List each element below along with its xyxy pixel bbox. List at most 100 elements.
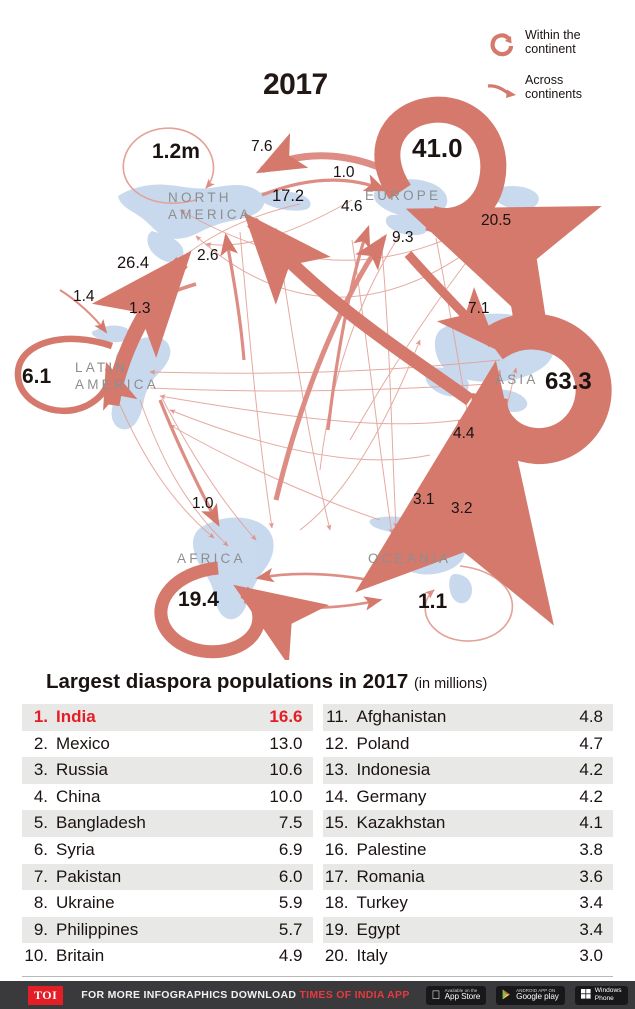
row-rank: 1.	[33, 707, 48, 726]
table-row: 17. Romania 3.6	[322, 863, 613, 891]
row-rank: 9.	[33, 919, 48, 939]
row-country: Bangladesh	[56, 813, 146, 833]
continent-label-north-america: NORTH AMERICA	[168, 190, 252, 222]
year-title: 2017	[263, 68, 328, 101]
flow-label-oceania-to-asia: 4.4	[453, 425, 475, 442]
rank-column-right: 11. Afghanistan 4.8 12. Poland 4.7 13. I…	[322, 704, 614, 970]
flow-label-asia-to-north-america: 17.2	[272, 187, 305, 205]
badge-small-text: ANDROID APP ON	[507, 987, 555, 993]
table-row: 11. Afghanistan 4.8	[322, 704, 613, 731]
row-country: India	[56, 707, 96, 726]
row-country: Indonesia	[356, 760, 431, 780]
flow-label-europe-to-asia: 7.1	[468, 300, 490, 317]
play-icon	[502, 988, 512, 1002]
legend: Within the continent Across continents	[487, 28, 635, 114]
table-row: 2. Mexico 13.0	[22, 731, 313, 758]
table-row: 13. Indonesia 4.2	[322, 757, 613, 784]
badge-big-text: Google play	[507, 992, 559, 1002]
diaspora-table-section: Largest diaspora populations in 2017 (in…	[0, 660, 635, 975]
row-rank: 5.	[33, 813, 48, 833]
row-country: Germany	[356, 786, 427, 806]
flow-label-asia-to-europe: 20.5	[481, 212, 512, 229]
flow-arrows-svg	[14, 96, 612, 660]
flow-label-north-america-to-latin-1-3: 1.3	[129, 300, 151, 317]
legend-item-within-continent: Within the continent	[487, 28, 635, 65]
row-country: Britain	[56, 946, 105, 966]
row-rank: 8.	[33, 893, 48, 913]
row-country: Romania	[356, 866, 425, 886]
app-store-badge[interactable]:  Available on the App Store	[425, 985, 487, 1005]
row-value: 4.8	[579, 707, 603, 726]
row-rank: 10.	[24, 946, 48, 966]
row-country: China	[56, 786, 101, 806]
legend-line1: Across	[525, 73, 564, 87]
row-rank: 15.	[324, 813, 349, 833]
flow-label-latin-to-africa: 1.0	[192, 495, 214, 512]
table-row: 19. Egypt 3.4	[322, 916, 613, 944]
footer-promo-text: FOR MORE INFOGRAPHICS DOWNLOAD TIMES OF …	[81, 989, 409, 1001]
row-rank: 11.	[326, 707, 349, 726]
legend-label-within-continent: Within the continent	[525, 28, 581, 56]
row-value: 3.4	[579, 893, 603, 913]
continent-label-latin-america: LATIN AMERICA	[75, 360, 159, 392]
row-value: 7.5	[278, 813, 303, 833]
row-country: Mexico	[56, 733, 110, 753]
row-value: 3.6	[579, 866, 603, 886]
legend-item-across-continents: Across continents	[487, 73, 635, 106]
loop-europe	[374, 96, 602, 342]
google-play-badge[interactable]: ANDROID APP ON Google play	[496, 985, 565, 1005]
table-row: 5. Bangladesh 7.5	[22, 810, 313, 837]
curved-arrow-icon	[487, 73, 525, 106]
continent-label-line2: AMERICA	[75, 377, 159, 392]
flow-label-africa-to-north-america: 2.6	[197, 247, 219, 264]
row-value: 5.7	[278, 919, 303, 939]
flow-label-asia-to-oceania-3-1: 3.1	[413, 491, 435, 508]
apple-icon: 	[432, 989, 441, 1001]
table-row: 20. Italy 3.0	[323, 943, 614, 970]
row-value: 16.6	[269, 707, 303, 726]
row-rank: 12.	[324, 733, 349, 753]
row-value: 4.7	[579, 733, 603, 753]
loop-asia	[355, 313, 612, 626]
row-value: 3.4	[579, 919, 603, 939]
table-row: 1. India 16.6	[22, 704, 313, 731]
row-value: 3.8	[579, 839, 603, 859]
table-row: 14. Germany 4.2	[323, 784, 614, 811]
row-rank: 2.	[33, 733, 48, 753]
total-north-america: 1.2m	[152, 140, 200, 163]
row-country: Philippines	[56, 919, 139, 939]
store-badges:  Available on the App Store ANDROID APP…	[425, 985, 628, 1005]
continent-label-line1: NORTH	[168, 190, 232, 205]
row-rank: 13.	[324, 760, 349, 780]
row-rank: 3.	[33, 760, 48, 780]
total-europe: 41.0	[412, 133, 463, 163]
loop-north-america	[122, 127, 215, 204]
flow-label-latin-to-north-america: 26.4	[117, 254, 150, 272]
row-country: Palestine	[356, 839, 427, 859]
row-country: Turkey	[356, 893, 408, 913]
flow-label-africa-to-europe-4-6: 4.6	[341, 198, 363, 215]
circular-arrow-icon	[487, 28, 525, 65]
row-value: 3.0	[579, 946, 603, 966]
windows-phone-badge[interactable]: Windows Phone	[574, 985, 628, 1005]
continent-label-oceania: OCEANIA	[368, 551, 452, 566]
table-row: 12. Poland 4.7	[323, 731, 614, 758]
row-value: 10.6	[269, 760, 303, 780]
badge-big-text: App Store	[435, 992, 481, 1002]
total-latin-america: 6.1	[22, 365, 52, 388]
badge-big-text-line1: Windows	[585, 987, 622, 995]
rank-columns: 1. India 16.6 2. Mexico 13.0 3. Russia 1…	[0, 704, 635, 970]
flow-label-north-america-to-europe: 1.0	[333, 164, 355, 181]
continent-label-line1: LATIN	[75, 360, 129, 375]
flow-label-north-america-to-latin-1-4: 1.4	[73, 288, 95, 305]
footer-text-plain: FOR MORE INFOGRAPHICS DOWNLOAD	[81, 989, 300, 1001]
loop-africa	[154, 561, 330, 660]
table-row: 18. Turkey 3.4	[323, 890, 614, 917]
legend-label-across-continents: Across continents	[525, 73, 582, 101]
within-continent-loops	[14, 96, 612, 660]
row-rank: 16.	[324, 839, 349, 859]
table-row: 6. Syria 6.9	[22, 837, 313, 864]
row-rank: 7.	[33, 866, 48, 886]
row-country: Pakistan	[56, 866, 122, 886]
row-country: Poland	[356, 733, 410, 753]
